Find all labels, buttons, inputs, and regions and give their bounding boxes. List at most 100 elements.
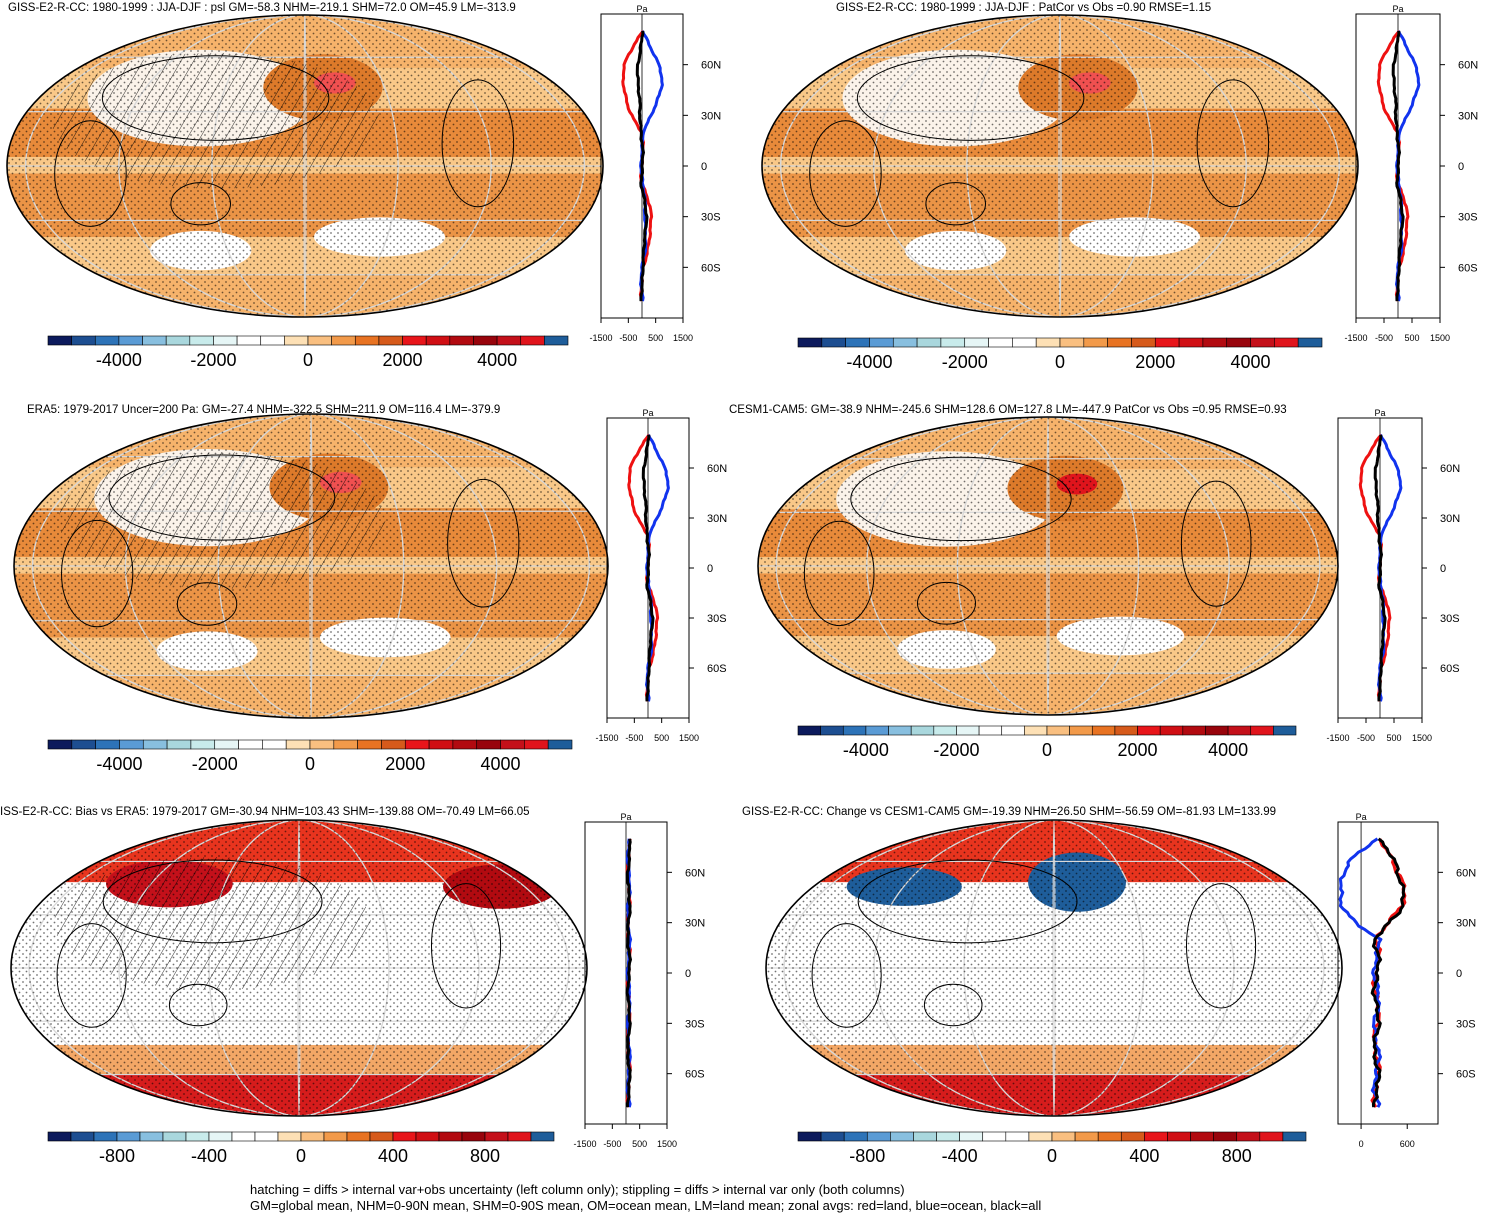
profile-line-ocean	[1338, 837, 1383, 1108]
colorbar-tick-label: 0	[305, 754, 315, 774]
colorbar-segment	[820, 1131, 845, 1142]
colorbar-segment	[346, 1131, 371, 1142]
colorbar-tick-label: -2000	[942, 352, 988, 372]
colorbar-segment	[47, 335, 72, 346]
continent-outline-3	[917, 581, 976, 625]
hatching-overlay	[54, 857, 371, 991]
colorbar-tick-label: -2000	[190, 350, 236, 370]
colorbar-segment	[262, 739, 287, 750]
panel-5: -800 -400 0 400 800 Pa -1500 -500 500 1500 60N 30N 0…	[10, 812, 705, 1166]
profile-x-tick-label: -500	[625, 733, 643, 743]
continent-outline-2	[56, 923, 127, 1028]
continent-outline-3	[923, 983, 983, 1027]
colorbar-segment	[547, 739, 573, 750]
colorbar-segment	[309, 739, 335, 750]
colorbar-segment	[544, 335, 569, 346]
continent-outline-1	[1196, 79, 1270, 208]
colorbar-segment	[1059, 337, 1085, 348]
colorbar-segment	[1273, 725, 1297, 736]
profile-unit-label: Pa	[636, 4, 647, 14]
profile-unit-label: Pa	[642, 408, 653, 418]
profile-x-tick-label: -500	[1357, 733, 1375, 743]
profile-line-all	[625, 838, 632, 1108]
profile-lat-label: 60N	[707, 463, 727, 475]
colorbar-segment	[910, 725, 935, 736]
colorbar-segment	[1250, 725, 1274, 736]
continent-outline-4	[850, 456, 1072, 542]
profile-lat-label: 30N	[707, 513, 727, 525]
colorbar-segment	[913, 1131, 937, 1142]
profile-lat-label: 30S	[707, 613, 727, 625]
colorbar-segment	[1226, 337, 1251, 348]
map-border	[13, 413, 609, 719]
colorbar-segment	[978, 725, 1003, 736]
profile-unit-label: Pa	[1374, 408, 1385, 418]
colorbar-tick-label: 4000	[1208, 740, 1248, 760]
colorbar-segment	[507, 1131, 532, 1142]
profile-x-tick-label: 1500	[657, 1139, 677, 1149]
profile-unit-label: Pa	[620, 812, 631, 822]
hatching-overlay	[51, 52, 380, 189]
colorbar-segment	[1005, 1131, 1030, 1142]
colorbar-segment	[1227, 725, 1252, 736]
colorbar-segment	[449, 335, 474, 346]
colorbar-segment	[1236, 1131, 1261, 1142]
colorbar-segment	[378, 335, 403, 346]
colorbar-tick-label: 2000	[1118, 740, 1158, 760]
colorbar-segment	[843, 1131, 868, 1142]
panel-title-era5: ERA5: 1979-2017 Uncer=200 Pa: GM=-27.4 N…	[27, 404, 501, 416]
profile-x-tick-label: -500	[619, 333, 637, 343]
map-border	[765, 819, 1343, 1117]
colorbar-segment	[484, 1131, 509, 1142]
profile-lat-label: 60S	[1456, 1069, 1476, 1081]
colorbar-segment	[162, 1131, 187, 1142]
colorbar-tick-label: 800	[470, 1146, 500, 1166]
profile-lat-label: 30N	[1440, 513, 1460, 525]
panel-1: -4000 -2000 0 2000 4000 Pa -1500 -500 500 1500 60N…	[6, 4, 721, 370]
profile-unit-label: Pa	[1356, 812, 1367, 822]
colorbar-segment	[142, 739, 168, 750]
colorbar-tick-label: -4000	[846, 352, 892, 372]
profile-lat-label: 30N	[1458, 110, 1478, 122]
colorbar-segment	[213, 335, 238, 346]
colorbar-tick-label: -4000	[843, 740, 889, 760]
continent-outline-3	[170, 182, 231, 226]
colorbar-tick-label: 4000	[477, 350, 517, 370]
stippling-overlay	[758, 417, 1338, 715]
profile-lat-label: 0	[1456, 968, 1462, 980]
colorbar-segment	[284, 335, 309, 346]
colorbar-segment	[1167, 1131, 1191, 1142]
continent-outline-3	[176, 582, 238, 626]
colorbar-segment	[1282, 1131, 1307, 1142]
colorbar-segment	[845, 337, 870, 348]
colorbar-segment	[116, 1131, 141, 1142]
colorbar-segment	[916, 337, 942, 348]
colorbar-segment	[95, 739, 120, 750]
colorbar-segment	[354, 335, 380, 346]
colorbar-segment	[1202, 337, 1228, 348]
colorbar-segment	[260, 335, 285, 346]
profile-line-all	[641, 434, 655, 702]
profile-lat-label: 30N	[685, 918, 705, 930]
colorbar-tick-label: 4000	[1231, 352, 1271, 372]
continent-outline-4	[102, 859, 323, 944]
colorbar-segment	[1137, 725, 1161, 736]
profile-lat-label: 60N	[685, 867, 705, 879]
colorbar-segment	[1035, 337, 1061, 348]
continent-outline-2	[61, 519, 134, 628]
colorbar-segment	[428, 739, 454, 750]
colorbar-tick-label: -4000	[96, 350, 142, 370]
colorbar-segment	[1297, 337, 1323, 348]
panel-3: -4000 -2000 0 2000 4000 Pa -1500 -500 500 1500 60N…	[13, 408, 727, 774]
profile-x-tick-label: 1500	[673, 333, 693, 343]
colorbar-segment	[1182, 725, 1206, 736]
profile-lat-label: 30S	[1440, 613, 1460, 625]
colorbar-tick-label: 0	[1055, 352, 1065, 372]
colorbar-segment	[982, 1131, 1007, 1142]
panel-title-change-vs-cesm1: GISS-E2-R-CC: Change vs CESM1-CAM5 GM=-1…	[742, 806, 1277, 818]
colorbar-tick-label: 800	[1222, 1146, 1252, 1166]
profile-x-tick-label: -1500	[589, 333, 612, 343]
colorbar-tick-label: 2000	[385, 754, 425, 774]
colorbar-segment	[820, 725, 844, 736]
profile-lat-label: 0	[685, 968, 691, 980]
